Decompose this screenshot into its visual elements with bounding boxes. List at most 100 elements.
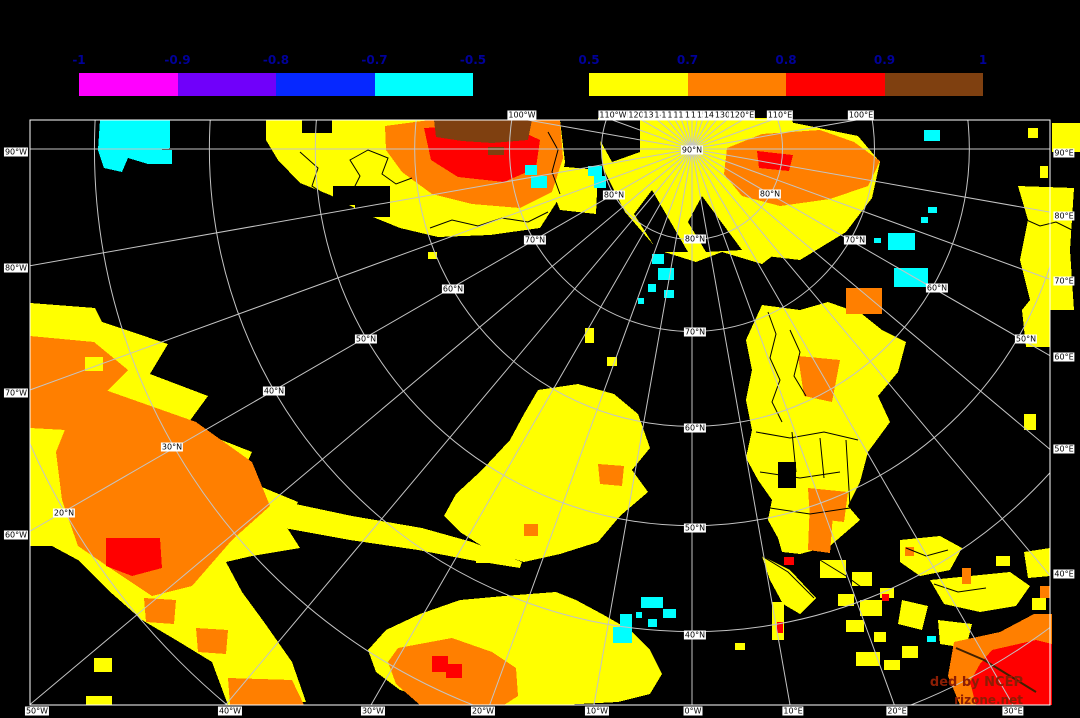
- latitude-label: 70°N: [843, 235, 867, 245]
- map-region-spot: [1040, 586, 1050, 598]
- map-region-spot: [874, 238, 881, 243]
- map-frame: [29, 119, 1051, 706]
- map-region: [1024, 548, 1050, 578]
- graticule-meridian: [691, 148, 1050, 451]
- map-region-spot: [613, 627, 620, 643]
- graticule-meridian: [30, 148, 693, 532]
- edge-label-left: 60°W: [3, 530, 29, 540]
- map-region: [846, 288, 882, 314]
- latitude-circle: [94, 120, 1050, 705]
- coastline: [819, 437, 825, 479]
- colorbar-tick-label: -0.5: [459, 53, 487, 67]
- map-region-spot: [663, 609, 676, 618]
- edge-label-bottom: 30°E: [1002, 706, 1024, 716]
- graticule-meridian: [691, 148, 1050, 357]
- coastline: [547, 131, 561, 195]
- map-region-spot: [924, 130, 940, 141]
- graticule-meridian: [691, 148, 1050, 577]
- map-region-spot: [784, 557, 794, 565]
- coastline: [769, 507, 851, 515]
- map-region: [757, 151, 793, 171]
- map-region: [808, 500, 834, 553]
- map-region-spot: [860, 600, 882, 616]
- watermark-line2: rizone.net: [954, 693, 1023, 707]
- map-region-spot: [846, 620, 864, 632]
- colorbar-segment: [786, 73, 885, 96]
- coastline: [299, 149, 413, 199]
- latitude-label: 40°N: [262, 386, 286, 396]
- map-region: [1052, 123, 1080, 152]
- map-region-spot: [902, 646, 918, 658]
- latitude-label: 30°N: [160, 442, 184, 452]
- edge-label-bottom: 20°W: [470, 706, 496, 716]
- colorbar-segment: [589, 73, 688, 96]
- map-region-spot: [636, 612, 642, 618]
- latitude-label: 80°N: [602, 190, 626, 200]
- map-region: [598, 464, 624, 486]
- latitude-label: 70°N: [523, 235, 547, 245]
- watermark-line1: ded by NCEP: [929, 675, 1023, 690]
- edge-label-bottom: 50°W: [24, 706, 50, 716]
- latitude-label: 50°N: [1014, 334, 1038, 344]
- map-region-spot: [620, 614, 632, 643]
- map-region-spot: [641, 597, 663, 608]
- map-region-spot: [888, 233, 915, 250]
- map-region-spot: [905, 547, 914, 556]
- coastline: [933, 583, 987, 593]
- map-region-spot: [148, 150, 172, 164]
- colorbar-segment: [884, 73, 983, 96]
- map-region-spot: [928, 207, 937, 213]
- map-region-spot: [838, 594, 854, 606]
- colorbar-segment: [374, 73, 473, 96]
- edge-label-right: 70°E: [1053, 276, 1075, 286]
- latitude-label: 60°N: [683, 423, 707, 433]
- map-region-spot: [884, 660, 900, 670]
- coastline: [905, 547, 949, 557]
- edge-label-bottom: 10°E: [782, 706, 804, 716]
- edge-label-bottom: 20°E: [886, 706, 908, 716]
- coastline: [845, 439, 851, 507]
- coastline: [791, 431, 797, 473]
- map-region: [762, 556, 816, 614]
- edge-label-top: 130°E: [713, 110, 741, 120]
- map-region-spot: [607, 357, 617, 366]
- edge-label-top: 110°E: [766, 110, 794, 120]
- map-region: [302, 120, 332, 133]
- edge-label-bottom: 0°W: [683, 706, 703, 716]
- colorbar-tick-label: -0.7: [361, 53, 388, 67]
- latitude-label: 70°N: [683, 327, 707, 337]
- latitude-label: 40°N: [683, 630, 707, 640]
- map-region-spot: [996, 556, 1010, 566]
- map-region-spot: [476, 556, 488, 563]
- graticule-meridian: [30, 148, 693, 267]
- latitude-label: 80°N: [683, 234, 707, 244]
- map-region-spot: [94, 658, 112, 672]
- edge-label-right: 40°E: [1053, 569, 1075, 579]
- coastline: [955, 647, 1037, 693]
- map-region: [798, 356, 840, 402]
- coastline: [819, 559, 869, 593]
- latitude-label: 50°N: [354, 334, 378, 344]
- map-region-spot: [652, 254, 664, 264]
- colorbar-tick-label: 0.8: [775, 53, 797, 67]
- latitude-label: 60°N: [441, 284, 465, 294]
- edge-label-left: 70°W: [3, 388, 29, 398]
- map-region-spot: [927, 636, 936, 642]
- map-region: [552, 166, 598, 214]
- edge-label-right: 80°E: [1053, 211, 1075, 221]
- coastline: [1021, 217, 1073, 231]
- colorbar-segment: [276, 73, 375, 96]
- colorbar-segment: [687, 73, 786, 96]
- graticule-meridian: [691, 148, 1014, 705]
- map-region-spot: [852, 572, 872, 586]
- latitude-label: 20°N: [52, 508, 76, 518]
- graticule-meridian: [593, 148, 693, 705]
- colorbar-tick-label: 0.9: [873, 53, 896, 67]
- edge-label-right: 60°E: [1053, 352, 1075, 362]
- map-region-spot: [874, 632, 886, 642]
- edge-label-right: 90°E: [1053, 148, 1075, 158]
- colorbar-tick-label: -0.9: [164, 53, 191, 67]
- latitude-label: 50°N: [683, 523, 707, 533]
